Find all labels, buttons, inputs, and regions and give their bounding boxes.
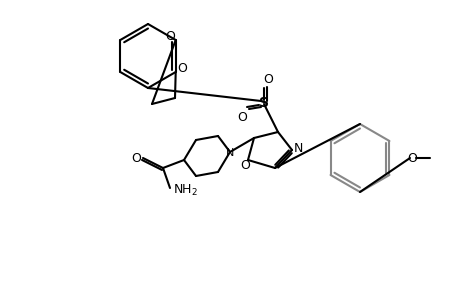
Text: O: O bbox=[263, 73, 272, 85]
Text: S: S bbox=[258, 96, 269, 110]
Text: O: O bbox=[164, 29, 174, 43]
Text: O: O bbox=[236, 110, 246, 124]
Text: N: N bbox=[225, 148, 234, 158]
Text: NH$_2$: NH$_2$ bbox=[173, 182, 197, 198]
Text: O: O bbox=[240, 158, 249, 172]
Text: O: O bbox=[176, 61, 186, 74]
Text: O: O bbox=[406, 152, 416, 164]
Text: O: O bbox=[131, 152, 140, 164]
Text: N: N bbox=[293, 142, 302, 154]
